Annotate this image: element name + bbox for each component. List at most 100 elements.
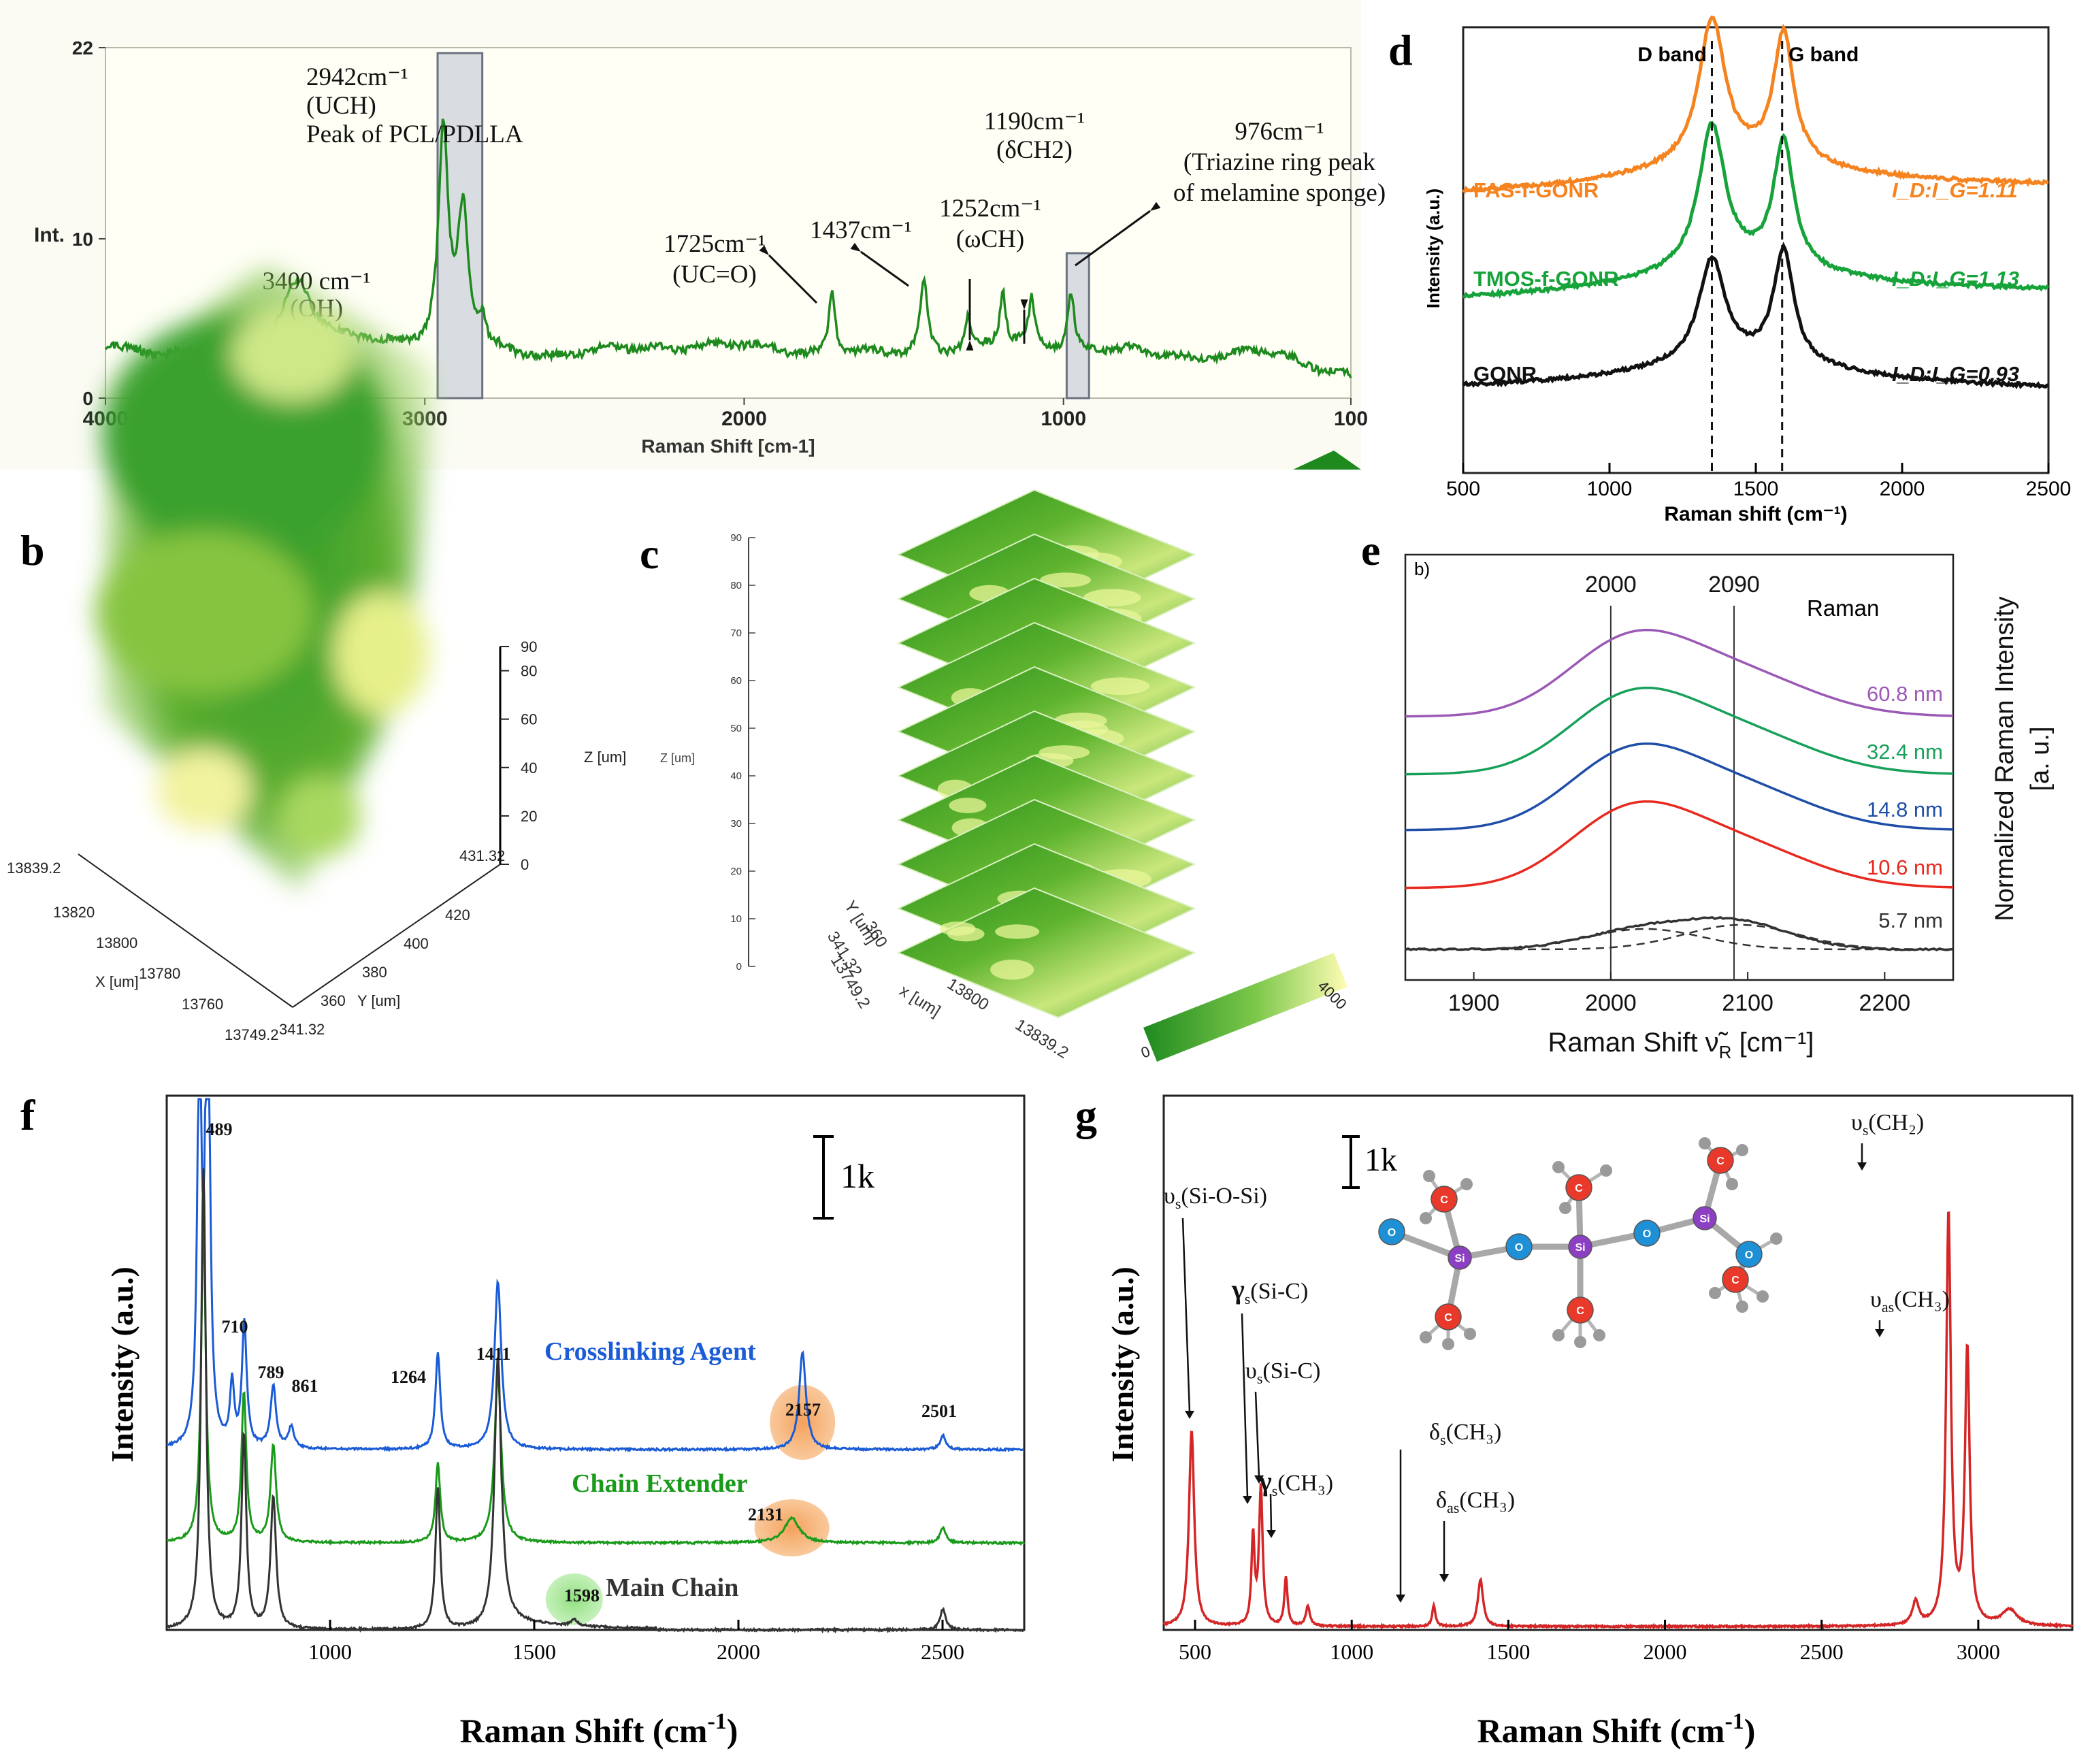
panel-g-molecule-h-2 xyxy=(1420,1212,1432,1224)
panel-g-xtick-2500: 2500 xyxy=(1800,1639,1844,1664)
panel-g-molecule-atom-label-10: C xyxy=(1716,1156,1725,1167)
panel-f-series-label-1: Chain Extender xyxy=(572,1469,748,1498)
panel-c-layer-spot-8-3 xyxy=(1083,589,1141,607)
panel-a-annotation-4-line-1: (ωCH) xyxy=(956,225,1024,253)
panel-e-xtick-2000: 2000 xyxy=(1585,990,1637,1016)
panel-g-molecule-atom-label-9: O xyxy=(1745,1250,1753,1261)
panel-a-arrowhead-4 xyxy=(1150,201,1161,211)
panel-b-ytick-4: 360 xyxy=(321,992,346,1009)
panel-g-molecule-atom-10 xyxy=(1707,1147,1734,1174)
panel-c-colorbar-min: 0 xyxy=(1139,1043,1152,1062)
panel-c-layer-spot-4-3 xyxy=(1039,745,1090,760)
panel-g-assignment-2: υs(Si-C) xyxy=(1245,1358,1320,1387)
panel-c-layer-spot-3-2 xyxy=(949,798,987,813)
panel-a-annotation-1-line-0: 2942cm⁻¹ xyxy=(306,63,408,91)
panel-g-molecule-atom-label-5: Si xyxy=(1575,1242,1585,1254)
panel-a-ytick-10: 10 xyxy=(72,229,93,250)
panel-b-ztick-20: 20 xyxy=(521,808,537,825)
panel-b-ytick-1: 420 xyxy=(445,906,470,924)
panel-f-polymer-spectra: 1000 1500 2000 2500 1k 489 710 789 861 1264 1411… xyxy=(105,1094,1026,1750)
panel-g-molecule-atom-8 xyxy=(1693,1206,1717,1230)
panel-e-series-label-4: 5.7 nm xyxy=(1878,909,1943,932)
panel-g-molecule-atom-0 xyxy=(1378,1218,1405,1245)
panel-d-d-band-label: D band xyxy=(1637,44,1707,66)
panel-g-assignment-sym-2: υ xyxy=(1245,1358,1257,1384)
panel-b-xtick-2: 13800 xyxy=(96,934,137,951)
panel-c-ztick-20: 20 xyxy=(730,866,742,877)
panel-g-molecule-atom-3 xyxy=(1505,1233,1533,1260)
panel-g-molecule-h-12 xyxy=(1709,1287,1721,1299)
panel-d-xtick-1000: 1000 xyxy=(1587,478,1633,500)
panel-e-xlabel-main: Raman Shift ν̃ xyxy=(1548,1028,1728,1058)
panel-d-xtick-2000: 2000 xyxy=(1880,478,1925,500)
panel-a-arrowhead-3 xyxy=(1020,299,1028,310)
panel-e-series-3 xyxy=(1405,800,1954,889)
panel-g-assignment-tail-4: (CH₃) xyxy=(1446,1420,1502,1445)
panel-e-xtick-1900: 1900 xyxy=(1448,990,1500,1016)
panel-g-molecule-atom-7 xyxy=(1633,1220,1661,1247)
panel-g-assignment-sym-3: γ xyxy=(1258,1466,1272,1497)
panel-e-series-0 xyxy=(1405,628,1954,718)
panel-f-halo-2131 xyxy=(754,1499,830,1556)
panel-e-series-4 xyxy=(1405,915,1954,951)
panel-c-layer-spot-0-2 xyxy=(995,924,1040,939)
panel-f-xlabel-exp: -1 xyxy=(707,1709,726,1734)
panel-g-molecule-h-1 xyxy=(1460,1178,1473,1190)
panel-a-highlight-0 xyxy=(436,52,484,399)
panel-g-molecule-atom-11 xyxy=(1722,1266,1749,1293)
panel-e-size-spectra: b) Raman 2000 2090 60.8 nm 32.4 nm 14.8 nm 1… xyxy=(1404,553,2055,1062)
panel-f-peak-label-1598: 1598 xyxy=(564,1586,600,1605)
panel-g-assignment-sym-4: δ xyxy=(1429,1420,1440,1445)
panel-b-xtick-4: 13760 xyxy=(182,996,223,1013)
panel-f-peak-label-2131: 2131 xyxy=(748,1505,783,1524)
panel-g-assignment-tail-2: (Si-C) xyxy=(1262,1358,1320,1384)
panel-g-assignment-5: δas(CH₃) xyxy=(1436,1488,1515,1516)
panel-g-molecule-atom-label-6: C xyxy=(1576,1305,1584,1317)
panel-g-assignment-tail-5: (CH₃) xyxy=(1459,1488,1515,1513)
panel-g-ylabel: Intensity (a.u.) xyxy=(1105,1267,1140,1463)
panel-b-ytick-0: 431.32 xyxy=(459,847,505,864)
panel-a-ytick-0: 0 xyxy=(82,388,93,409)
panel-e-series-label-0: 60.8 nm xyxy=(1867,682,1943,706)
panel-f-ylabel: Intensity (a.u.) xyxy=(105,1267,140,1463)
panel-g-arrowhead-7 xyxy=(1875,1329,1884,1337)
panel-e-ylabel-2: [a. u.] xyxy=(2026,726,2055,791)
panel-g-siloxane-spectrum: 500 1000 1500 2000 2500 3000 1k O C Si O C Si C O Si O… xyxy=(1105,1094,2074,1750)
panel-g-molecule-atom-label-1: C xyxy=(1440,1194,1448,1206)
panel-b-ztick-60: 60 xyxy=(521,711,537,728)
panel-g-arrowhead-1 xyxy=(1243,1496,1252,1504)
panel-g-xlabel-base: Raman Shift (cm xyxy=(1477,1712,1725,1750)
panel-f-peak-label-1264: 1264 xyxy=(391,1367,426,1387)
panel-c-x-label: x [um] xyxy=(896,981,944,1021)
panel-label-g: g xyxy=(1075,1091,1097,1139)
panel-g-assignment-sub-0: s xyxy=(1175,1195,1181,1212)
panel-d-xtick-500: 500 xyxy=(1446,478,1480,500)
panel-g-assignment-tail-1: (Si-C) xyxy=(1250,1279,1308,1304)
panel-b-xtick-0: 13839.2 xyxy=(7,860,61,877)
panel-g-arrowhead-3 xyxy=(1266,1530,1276,1538)
panel-a-xtick-2000: 2000 xyxy=(721,408,767,430)
panel-g-arrow-1 xyxy=(1241,1313,1249,1498)
panel-f-peak-label-861: 861 xyxy=(292,1376,318,1396)
panel-d-xtick-2500: 2500 xyxy=(2026,478,2072,500)
panel-e-legend-title: Raman xyxy=(1807,595,1879,621)
panel-f-series-label-0: Crosslinking Agent xyxy=(544,1337,756,1366)
panel-c-layer-spot-0-1 xyxy=(947,926,985,942)
panel-f-peak-label-1411: 1411 xyxy=(476,1344,511,1364)
panel-f-peak-label-710: 710 xyxy=(222,1317,248,1337)
panel-c-ztick-10: 10 xyxy=(730,913,742,925)
panel-b-xtick-1: 13820 xyxy=(53,904,95,921)
panel-g-molecule-atom-6 xyxy=(1567,1296,1594,1324)
panel-g-assignment-4: δs(CH₃) xyxy=(1429,1420,1501,1448)
panel-f-xlabel-base: Raman Shift (cm xyxy=(460,1712,708,1750)
panel-e-xtick-2200: 2200 xyxy=(1859,990,1911,1016)
panel-a-annotation-2-line-1: (UC=O) xyxy=(672,261,757,289)
panel-f-xlabel: Raman Shift (cm-1) xyxy=(460,1709,738,1750)
panel-b-ytick-2: 400 xyxy=(404,935,429,952)
panel-b-ztick-40: 40 xyxy=(521,760,537,777)
panel-label-e: e xyxy=(1361,526,1380,574)
panel-g-scale-label: 1k xyxy=(1364,1142,1397,1178)
panel-g-spectrum-line xyxy=(1162,1211,2074,1631)
